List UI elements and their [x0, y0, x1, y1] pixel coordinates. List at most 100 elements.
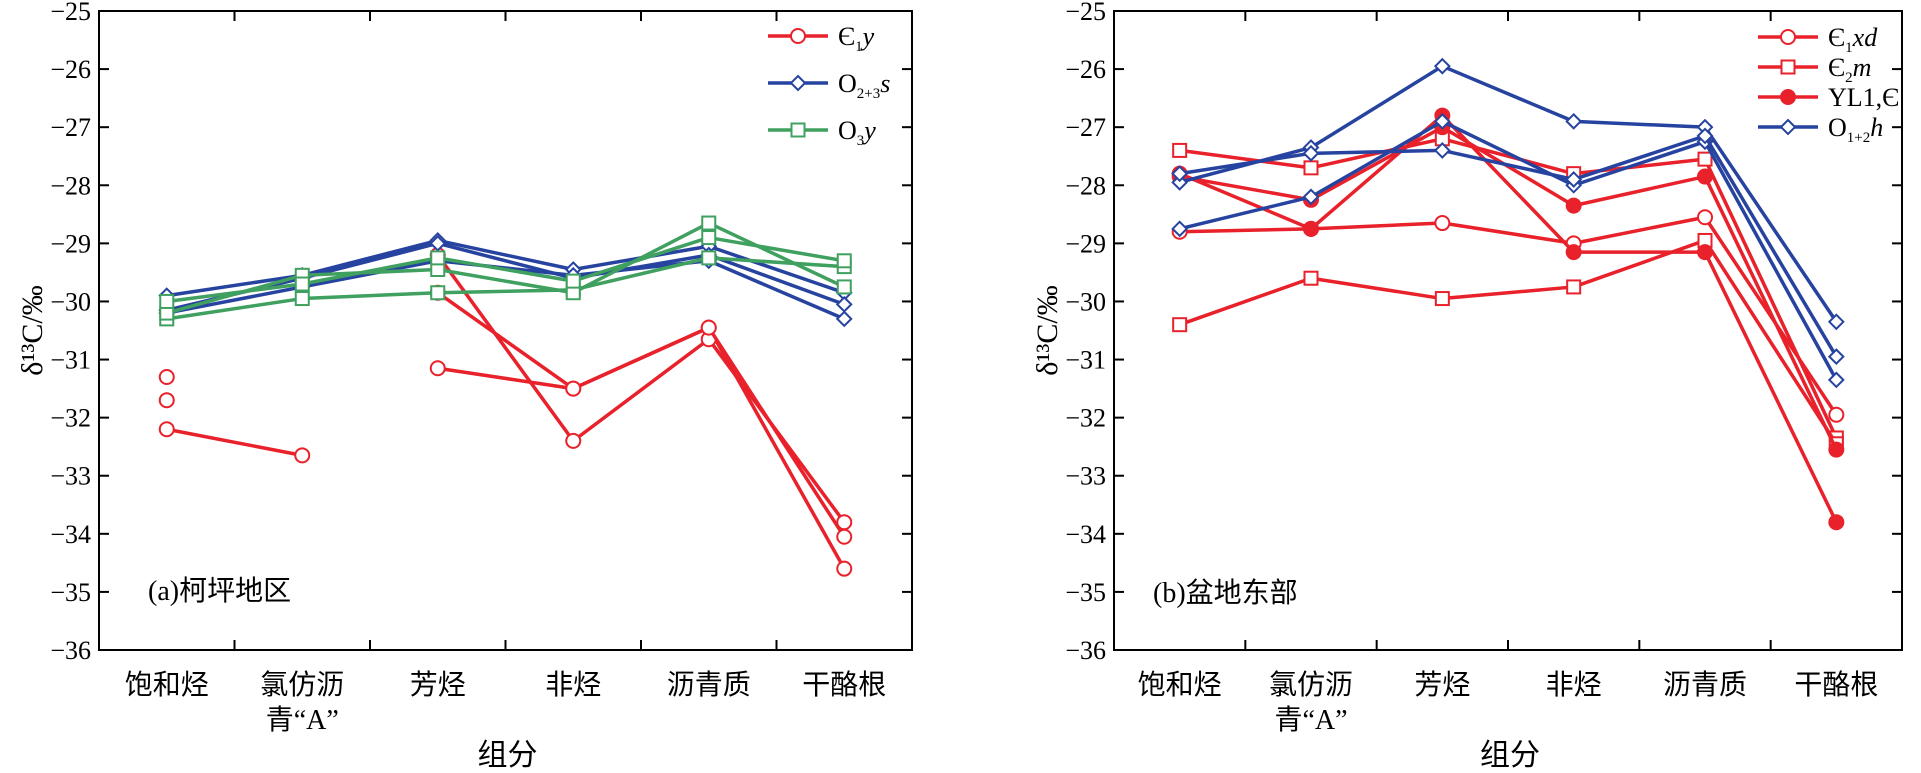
x-tick-label: 干酪根: [802, 669, 886, 701]
legend-marker: [1780, 29, 1796, 45]
series-line: [1179, 137, 1838, 439]
data-point: [1696, 127, 1714, 145]
data-point: [1828, 441, 1845, 458]
x-tick-label: 氯仿沥: [1269, 669, 1353, 701]
data-point: [565, 432, 582, 449]
series-line: [436, 291, 846, 538]
y-axis-title: δ¹³C/‰: [1031, 285, 1064, 375]
panel-annotation: (b)盆地东部: [1153, 577, 1298, 609]
series-0: [158, 421, 311, 464]
legend-label-rest: y: [860, 22, 875, 51]
data-point: [1171, 165, 1189, 183]
series-line: [1179, 215, 1838, 416]
y-tick-label: −25: [1065, 0, 1106, 26]
y-axis-title: δ¹³C/‰: [16, 285, 49, 375]
legend-label-sub: 2+3: [857, 86, 880, 102]
series-4: [1171, 119, 1845, 458]
data-point: [1303, 270, 1319, 286]
legend-marker: [1780, 59, 1796, 75]
chart-panel-b: −25 −26 −27 −28 −29 −30 −31 −32 −33 −34 −35 −36 饱和烃 氯…: [1031, 0, 1903, 772]
legend-label-sub: 2: [1845, 70, 1853, 86]
x-tick-label: 芳烃: [410, 669, 466, 701]
series-line: [1179, 64, 1838, 323]
y-tick-label: −26: [50, 55, 91, 84]
data-point: [1303, 220, 1319, 237]
legend-label-base: YL1,Є: [1828, 83, 1899, 112]
series-line: [166, 427, 303, 458]
data-point: [835, 295, 853, 313]
y-tick-label: −28: [50, 171, 91, 200]
series-line: [166, 238, 845, 298]
legend-label-sub: 1+2: [1847, 130, 1870, 146]
legend-label-rest: y: [861, 116, 876, 145]
data-point: [1565, 171, 1583, 188]
data-point: [294, 276, 310, 292]
data-point: [1697, 151, 1713, 167]
legend-label-base: O: [838, 116, 857, 145]
y-tick-label: −32: [1065, 404, 1106, 433]
data-point: [158, 392, 175, 409]
series-7: [1171, 127, 1845, 366]
x-tick-label: 氯仿沥: [260, 669, 344, 701]
data-point: [1171, 173, 1189, 191]
series-line: [166, 235, 845, 304]
data-point: [700, 319, 717, 336]
series-line: [166, 241, 845, 312]
series-4: [158, 368, 175, 385]
panel-annotation: (a)柯坪地区: [148, 575, 291, 607]
series-2: [1172, 232, 1844, 452]
x-tick-label: 沥青质: [1663, 669, 1747, 701]
series-5: [158, 392, 175, 409]
data-point: [294, 447, 311, 464]
data-point: [158, 421, 175, 438]
series-line: [166, 221, 845, 315]
data-point: [1433, 142, 1451, 159]
legend-label: Є2m: [1828, 53, 1871, 86]
data-point: [158, 368, 175, 385]
data-point: [1827, 313, 1845, 331]
series-line: [436, 253, 846, 524]
data-point: [701, 250, 717, 266]
data-point: [565, 273, 581, 289]
series-line: [1179, 119, 1838, 381]
y-tick-label: −27: [50, 113, 91, 142]
data-point: [1697, 209, 1713, 226]
y-tick-label: −33: [1065, 462, 1106, 491]
y-tick-label: −33: [50, 462, 91, 491]
data-point: [1434, 215, 1451, 232]
data-point: [1172, 142, 1188, 158]
data-point: [429, 360, 446, 377]
legend-label-rest: h: [1870, 113, 1883, 142]
legend-label: O2+3s: [838, 69, 890, 102]
data-point: [1434, 291, 1450, 307]
series-1: [1172, 131, 1844, 446]
legend-label: Є1y: [838, 22, 875, 55]
series-line: [1179, 134, 1838, 358]
legend-marker: [1779, 118, 1797, 136]
legend-label-sub: 1: [855, 39, 863, 55]
series-line: [437, 325, 846, 570]
legend-marker: [1780, 89, 1796, 105]
series-line: [166, 256, 845, 321]
data-point: [835, 310, 853, 328]
series-6: [1171, 112, 1845, 389]
legend-label-sub: 3: [857, 133, 865, 149]
legend-label: O1+2h: [1828, 113, 1883, 146]
y-tick-label: −36: [1065, 636, 1106, 665]
y-tick-label: −34: [50, 520, 91, 549]
data-point: [1828, 406, 1845, 423]
legend-label: YL1,Є: [1828, 83, 1899, 112]
data-point: [1827, 371, 1845, 389]
y-tick-label: −32: [50, 404, 91, 433]
y-tick-label: −34: [1065, 520, 1106, 549]
series-3: [1171, 107, 1845, 531]
data-point: [1697, 168, 1713, 185]
data-point: [1302, 188, 1320, 206]
y-tick-label: −35: [50, 578, 91, 607]
series-11: [159, 230, 852, 309]
x-tick-label: 非烃: [545, 669, 601, 701]
y-tick-label: −28: [1065, 171, 1106, 200]
